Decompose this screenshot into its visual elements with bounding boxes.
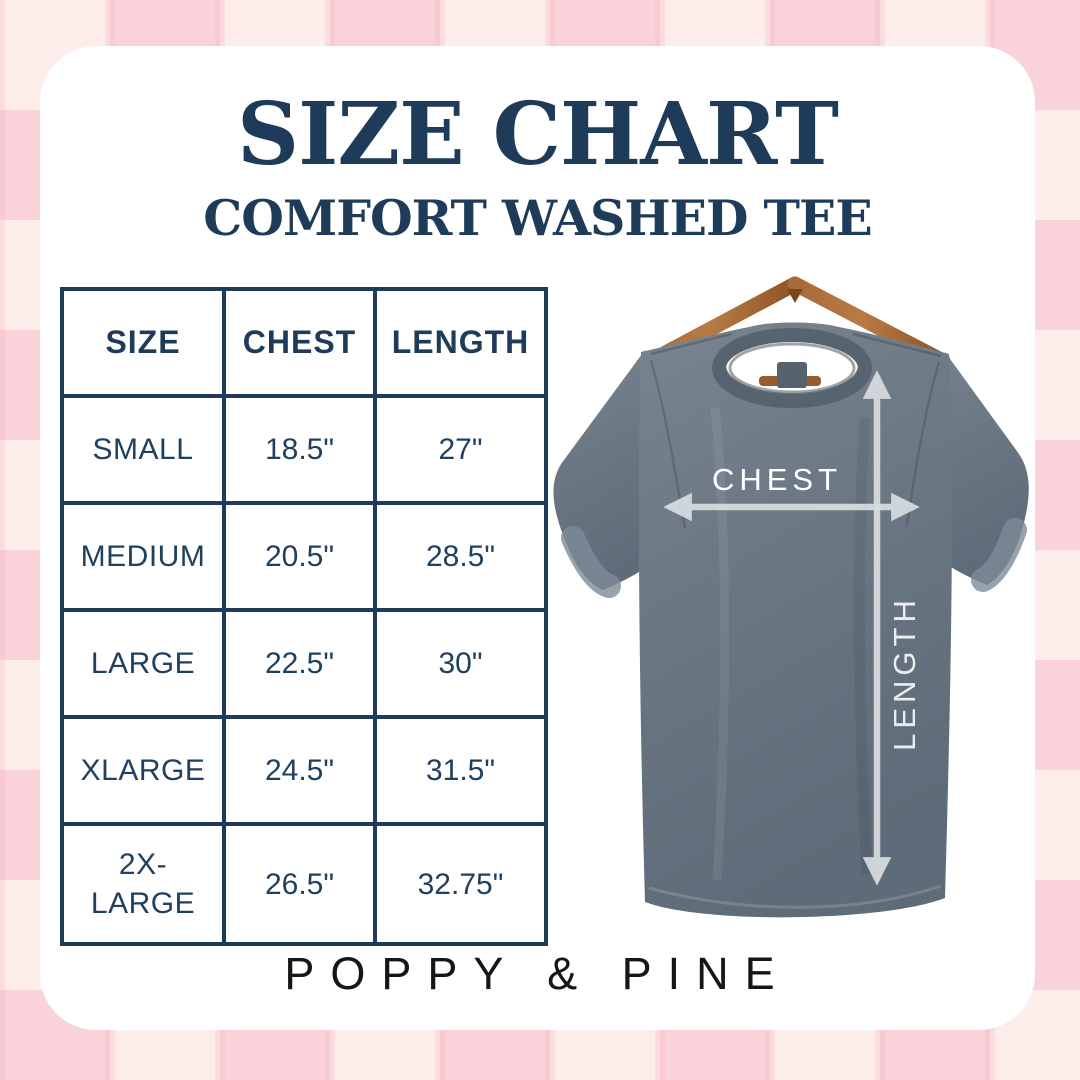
size-cell: SMALL	[60, 394, 226, 505]
size-table: SIZE CHEST LENGTH SMALL 18.5" 27" MEDIUM…	[60, 287, 548, 946]
chest-cell: 24.5"	[222, 715, 377, 826]
page-title: SIZE CHART	[237, 84, 839, 185]
column-header-length: LENGTH	[373, 287, 548, 398]
tshirt-photo: CHEST LENGTH	[545, 268, 1045, 940]
table-row: LARGE 22.5" 30"	[60, 608, 548, 719]
size-cell: MEDIUM	[60, 501, 226, 612]
length-label: LENGTH	[887, 595, 922, 751]
chest-cell: 26.5"	[222, 822, 377, 946]
length-cell: 27"	[373, 394, 548, 505]
shirt-body	[553, 322, 1029, 918]
collar	[712, 328, 872, 408]
table-row: SMALL 18.5" 27"	[60, 394, 548, 505]
size-cell: 2X-LARGE	[60, 822, 226, 946]
chest-cell: 22.5"	[222, 608, 377, 719]
content-card: SIZE CHART COMFORT WASHED TEE SIZE CHEST…	[40, 46, 1035, 1030]
size-cell: XLARGE	[60, 715, 226, 826]
column-header-chest: CHEST	[222, 287, 377, 398]
page-subtitle: COMFORT WASHED TEE	[203, 189, 872, 247]
table-row: MEDIUM 20.5" 28.5"	[60, 501, 548, 612]
size-cell: LARGE	[60, 608, 226, 719]
brand-name: POPPY & PINE	[284, 948, 791, 999]
table-row: 2X-LARGE 26.5" 32.75"	[60, 822, 548, 946]
chest-cell: 18.5"	[222, 394, 377, 505]
column-header-size: SIZE	[60, 287, 226, 398]
length-cell: 31.5"	[373, 715, 548, 826]
length-cell: 32.75"	[373, 822, 548, 946]
length-cell: 30"	[373, 608, 548, 719]
chest-cell: 20.5"	[222, 501, 377, 612]
table-row: XLARGE 24.5" 31.5"	[60, 715, 548, 826]
length-cell: 28.5"	[373, 501, 548, 612]
chest-label: CHEST	[712, 462, 842, 497]
table-header-row: SIZE CHEST LENGTH	[60, 287, 548, 398]
